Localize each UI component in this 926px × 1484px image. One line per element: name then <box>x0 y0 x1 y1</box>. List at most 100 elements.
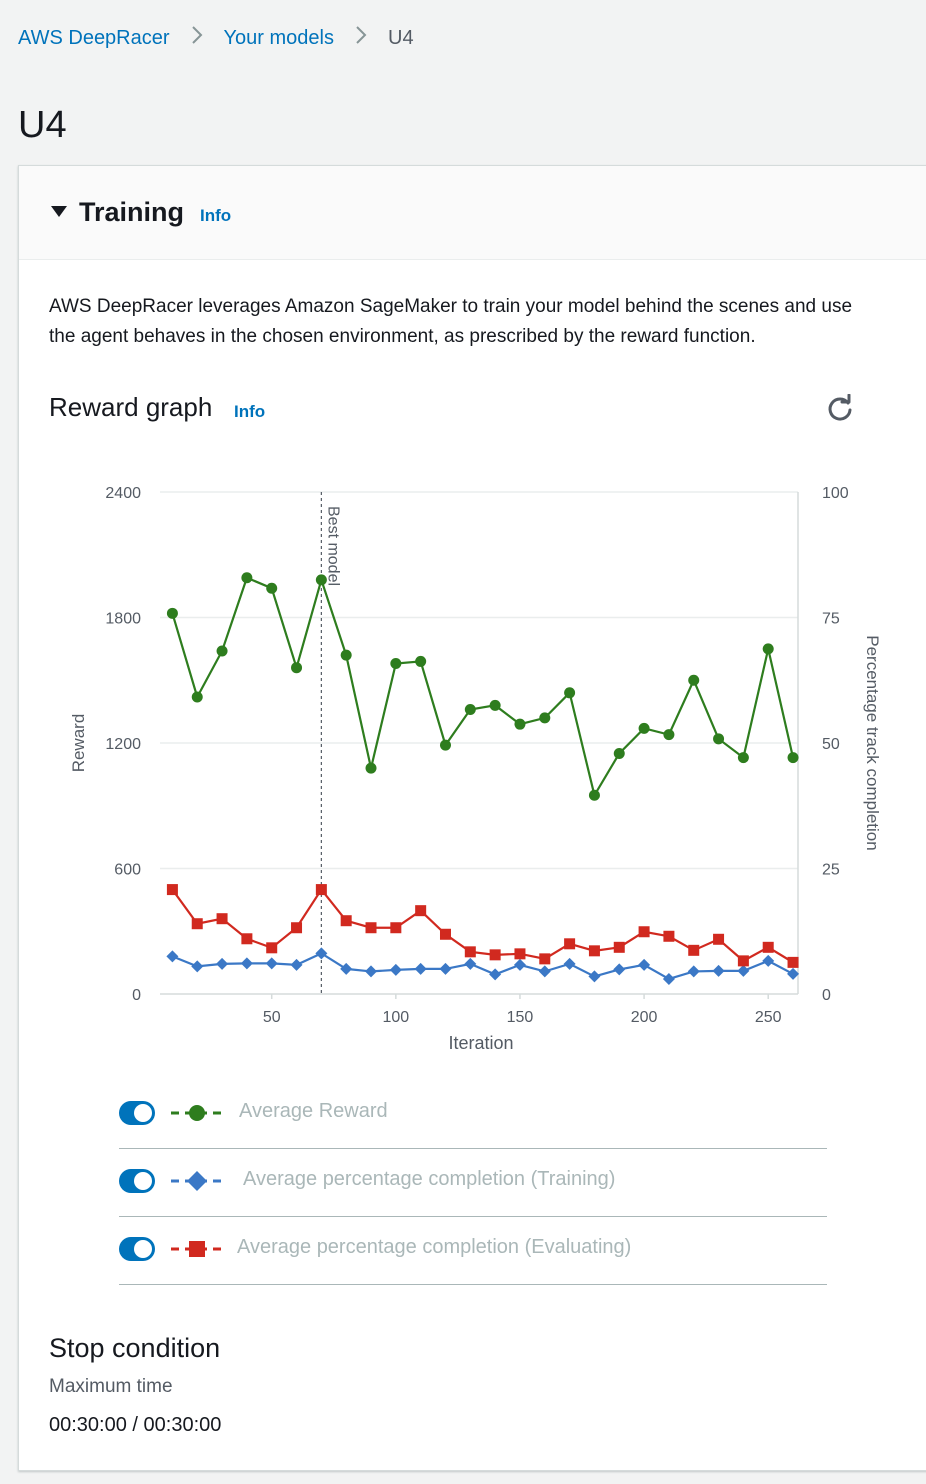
data-point <box>191 960 204 973</box>
data-point <box>191 918 203 930</box>
data-point <box>687 965 700 978</box>
data-point <box>762 954 775 967</box>
breadcrumb-aws-deepracer[interactable]: AWS DeepRacer <box>18 26 170 49</box>
data-point <box>663 729 675 741</box>
legend-label-evaluating: Average percentage completion (Evaluatin… <box>237 1236 632 1258</box>
data-point <box>166 884 178 896</box>
stop-condition-title: Stop condition <box>49 1333 221 1363</box>
data-point <box>464 704 476 716</box>
y-tick-label: 1800 <box>105 611 141 628</box>
training-description-line-1: AWS DeepRacer leverages Amazon SageMaker… <box>49 296 853 317</box>
data-point <box>638 958 651 971</box>
data-point <box>315 947 328 960</box>
legend-label-average-reward: Average Reward <box>239 1100 388 1122</box>
y2-tick-label: 0 <box>822 987 831 1004</box>
training-title: Training <box>79 197 185 227</box>
data-point <box>564 687 576 699</box>
legend-row-average-reward: Average Reward <box>119 1081 827 1149</box>
y2-tick-label: 100 <box>822 485 849 502</box>
data-point <box>415 655 427 667</box>
data-point <box>489 968 502 981</box>
data-point <box>166 950 179 963</box>
x-tick-label: 150 <box>507 1009 534 1026</box>
data-point <box>538 965 551 978</box>
y-axis-label: Reward <box>69 714 88 773</box>
data-point <box>514 948 526 960</box>
training-panel-header[interactable]: Training Info <box>19 166 926 260</box>
data-point <box>266 582 278 594</box>
y2-tick-label: 50 <box>822 736 840 753</box>
x-axis-label: Iteration <box>448 1033 513 1053</box>
refresh-icon[interactable] <box>825 393 855 424</box>
data-point <box>713 733 725 745</box>
training-description: AWS DeepRacer leverages Amazon SageMaker… <box>49 292 926 352</box>
data-point <box>365 922 377 934</box>
legend-row-training: Average percentage completion (Training) <box>119 1149 827 1217</box>
chevron-right-icon <box>334 24 388 52</box>
data-point <box>713 933 725 945</box>
data-point <box>290 958 303 971</box>
toggle-evaluating[interactable] <box>119 1237 155 1261</box>
breadcrumb-your-models[interactable]: Your models <box>223 26 334 49</box>
data-point <box>464 957 477 970</box>
data-point <box>439 739 451 751</box>
data-point <box>663 930 675 942</box>
y-tick-label: 0 <box>132 987 141 1004</box>
data-point <box>291 922 303 934</box>
data-point <box>266 942 278 954</box>
data-point <box>241 933 253 945</box>
y-tick-label: 2400 <box>105 485 141 502</box>
data-point <box>291 662 303 674</box>
data-point <box>216 913 228 925</box>
toggle-average-reward[interactable] <box>119 1101 155 1125</box>
data-point <box>389 963 402 976</box>
data-point <box>762 941 774 953</box>
legend-marker-circle <box>171 1105 223 1121</box>
data-point <box>365 965 378 978</box>
data-point <box>564 938 576 950</box>
data-point <box>737 955 749 967</box>
data-point <box>688 674 700 686</box>
stop-condition-label: Maximum time <box>49 1376 173 1397</box>
data-point <box>787 967 800 980</box>
data-point <box>489 949 501 961</box>
data-point <box>588 945 600 957</box>
data-point <box>662 972 675 985</box>
data-point <box>588 789 600 801</box>
data-point <box>390 922 402 934</box>
data-point <box>191 691 203 703</box>
legend-row-evaluating: Average percentage completion (Evaluatin… <box>119 1217 827 1285</box>
reward-graph-info-link[interactable]: Info <box>234 402 266 421</box>
training-info-link[interactable]: Info <box>200 206 232 225</box>
data-point <box>613 963 626 976</box>
page-title: U4 <box>18 104 67 146</box>
data-point <box>415 905 427 917</box>
best-model-label: Best model <box>324 506 341 586</box>
data-point <box>265 957 278 970</box>
data-point <box>315 574 327 586</box>
data-point <box>638 722 650 734</box>
data-point <box>315 884 327 896</box>
legend-marker-square <box>171 1241 223 1257</box>
data-point <box>539 953 551 965</box>
data-point <box>762 643 774 655</box>
data-point <box>737 964 750 977</box>
caret-down-icon[interactable] <box>51 206 67 217</box>
stop-condition-value: 00:30:00 / 00:30:00 <box>49 1414 222 1436</box>
y-tick-label: 1200 <box>105 736 141 753</box>
data-point <box>563 957 576 970</box>
y2-tick-label: 25 <box>822 862 840 879</box>
data-point <box>787 956 799 968</box>
data-point <box>439 962 452 975</box>
x-tick-label: 100 <box>382 1009 409 1026</box>
data-point <box>513 958 526 971</box>
data-point <box>489 699 501 711</box>
data-point <box>340 962 353 975</box>
data-point <box>638 926 650 938</box>
toggle-training[interactable] <box>119 1169 155 1193</box>
data-point <box>712 964 725 977</box>
reward-graph-title: Reward graph <box>49 392 213 422</box>
data-point <box>340 649 352 661</box>
legend-label-training: Average percentage completion (Training) <box>243 1168 616 1190</box>
